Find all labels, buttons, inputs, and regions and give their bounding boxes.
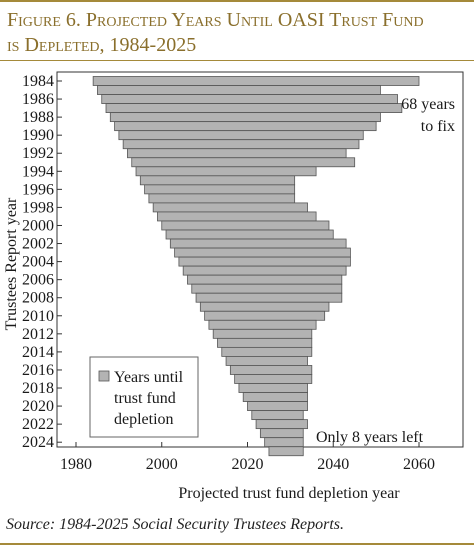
bar-2015 (225, 356, 308, 366)
x-tick-label-2020: 2020 (232, 456, 264, 473)
bar-1987 (105, 103, 403, 113)
title-rule (0, 60, 474, 61)
bar-2014 (221, 346, 313, 357)
bar-1993 (131, 157, 356, 168)
bar-2022 (255, 419, 308, 430)
bar-2006 (187, 274, 343, 285)
bar-1990 (118, 130, 364, 141)
bar-2019 (242, 392, 308, 402)
bar-2003 (174, 247, 351, 258)
x-axis-title: Projected trust fund depletion year (178, 485, 400, 502)
legend-label-line-2: trust fund (114, 390, 176, 407)
y-tick-label-2012: 2012 (22, 326, 54, 343)
y-tick-label-1990: 1990 (22, 127, 54, 144)
y-tick-label-1986: 1986 (22, 91, 54, 108)
bar-2004 (178, 256, 351, 267)
y-tick-label-2006: 2006 (22, 272, 54, 289)
bar-2018 (238, 383, 308, 393)
y-tick-label-2014: 2014 (22, 344, 54, 361)
bar-2010 (204, 310, 326, 321)
bar-1995 (139, 175, 296, 186)
bar-1988 (109, 112, 381, 123)
bar-2020 (247, 401, 308, 411)
figure-title: Figure 6. Projected Years Until OASI Tru… (7, 8, 467, 58)
source-note: Source: 1984-2025 Social Security Truste… (6, 516, 345, 533)
bar-1989 (114, 121, 377, 132)
annotation-top-line-2: to fix (421, 118, 455, 135)
y-tick-label-2018: 2018 (22, 380, 54, 397)
annotation-bottom: Only 8 years left (316, 429, 424, 446)
bottom-rule (0, 543, 474, 545)
x-tick-label-2000: 2000 (146, 456, 178, 473)
legend-box (89, 356, 199, 438)
bar-2011 (208, 319, 317, 330)
top-rule (0, 0, 474, 2)
y-tick-label-1998: 1998 (22, 199, 54, 216)
bar-2025 (268, 446, 304, 457)
bar-1998 (152, 202, 308, 213)
y-tick-label-2016: 2016 (22, 362, 54, 379)
bar-2007 (191, 283, 343, 294)
y-tick-label-2008: 2008 (22, 290, 54, 307)
annotation-top-line-1: 68 years (401, 96, 455, 113)
figure-title-line-1: Figure 6. Projected Years Until OASI Tru… (7, 9, 424, 31)
bar-2021 (251, 410, 304, 421)
bar-2005 (182, 265, 347, 276)
y-tick-label-1994: 1994 (22, 163, 54, 180)
y-tick-label-1988: 1988 (22, 109, 54, 126)
bar-2012 (212, 328, 313, 339)
y-tick-label-1984: 1984 (22, 73, 54, 90)
y-tick-label-1996: 1996 (22, 181, 54, 198)
bar-2023 (259, 428, 304, 439)
plot-frame (56, 71, 464, 448)
bar-2009 (199, 301, 330, 312)
bar-1999 (157, 211, 317, 222)
x-tick-label-1980: 1980 (60, 456, 92, 473)
bar-2002 (169, 238, 347, 249)
y-tick-label-2020: 2020 (22, 398, 54, 415)
y-tick-label-2000: 2000 (22, 217, 54, 234)
bar-1991 (122, 139, 360, 150)
bar-2001 (165, 229, 334, 240)
x-tick-label-2040: 2040 (317, 456, 349, 473)
bar-1994 (135, 166, 317, 177)
legend-swatch (98, 370, 110, 382)
bar-1986 (101, 94, 398, 104)
bar-2008 (195, 292, 343, 303)
bar-2024 (264, 437, 304, 448)
y-tick-label-2004: 2004 (22, 254, 54, 271)
x-tick-label-2060: 2060 (403, 456, 435, 473)
y-tick-label-2022: 2022 (22, 416, 54, 433)
bar-2013 (217, 337, 313, 348)
bar-1985 (97, 85, 381, 95)
y-tick-label-2024: 2024 (22, 434, 54, 451)
y-tick-label-2010: 2010 (22, 308, 54, 325)
bar-1984 (92, 76, 420, 86)
y-axis-title: Trustees Report year (3, 197, 20, 330)
bar-2017 (234, 374, 313, 384)
bar-2016 (229, 365, 313, 375)
y-tick-label-1992: 1992 (22, 145, 54, 162)
bar-1996 (144, 184, 296, 195)
bar-2000 (161, 220, 330, 231)
bar-1992 (127, 148, 347, 159)
legend-label-line-3: depletion (114, 411, 174, 428)
bar-1997 (148, 193, 296, 204)
legend-label-line-1: Years until (114, 369, 184, 386)
figure-title-line-2: is Depleted, 1984-2025 (7, 34, 197, 56)
y-tick-label-2002: 2002 (22, 236, 54, 253)
